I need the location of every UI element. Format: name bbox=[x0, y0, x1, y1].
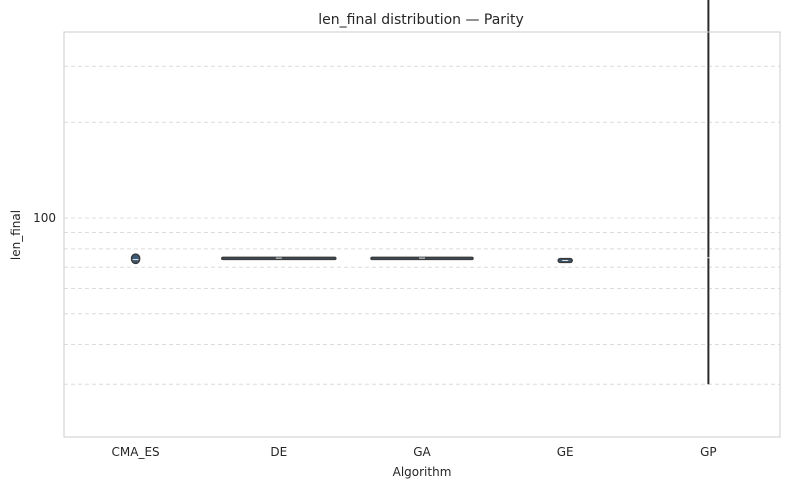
chart-title: len_final distribution — Parity bbox=[318, 12, 523, 28]
plot-frame bbox=[63, 31, 781, 438]
y-axis-label: len_final bbox=[9, 210, 23, 260]
x-tick-label: CMA_ES bbox=[112, 445, 160, 459]
violin-gp bbox=[707, 0, 710, 385]
x-tick-label: DE bbox=[270, 445, 287, 459]
x-tick-label: GP bbox=[700, 445, 717, 459]
violin-ga bbox=[370, 256, 474, 261]
x-tick-label: GE bbox=[557, 445, 574, 459]
grid-lines bbox=[64, 65, 780, 385]
y-tick-label: 100 bbox=[33, 211, 56, 225]
violin-ge bbox=[557, 257, 573, 264]
x-axis-label: Algorithm bbox=[393, 465, 452, 479]
violin-de bbox=[221, 256, 337, 261]
x-tick-labels: CMA_ES DE GA GE GP bbox=[112, 445, 717, 459]
violin-cma-es bbox=[130, 253, 141, 265]
violin-marks bbox=[130, 0, 710, 385]
x-tick-label: GA bbox=[413, 445, 431, 459]
violin-body bbox=[130, 253, 141, 265]
y-tick-labels: 100 bbox=[33, 211, 56, 225]
